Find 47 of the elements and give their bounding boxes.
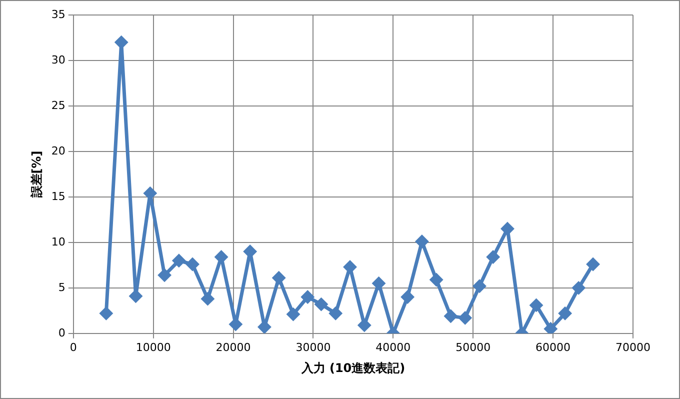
- point: [186, 258, 199, 271]
- x-tick-label: 70000: [616, 340, 650, 354]
- x-tick-label: 10000: [136, 340, 171, 354]
- y-tick-label: 20: [51, 144, 66, 158]
- point: [586, 258, 600, 271]
- y-tick-label: 5: [58, 280, 66, 294]
- x-tick-label: 20000: [216, 340, 251, 354]
- point: [401, 290, 414, 304]
- y-tick-label: 30: [51, 53, 66, 66]
- point: [172, 254, 186, 267]
- point: [314, 298, 328, 311]
- y-tick-label: 25: [51, 98, 66, 112]
- point: [444, 310, 457, 322]
- x-tick-label: 50000: [456, 340, 491, 354]
- point: [530, 298, 543, 312]
- x-tick-label: 60000: [536, 340, 571, 354]
- x-axis-title: 入力 (10進数表記): [300, 360, 406, 375]
- y-tick-label: 15: [51, 190, 66, 203]
- point: [301, 290, 314, 304]
- point: [458, 312, 472, 324]
- point: [501, 222, 514, 236]
- x-tick-label: 40000: [376, 340, 411, 354]
- point: [572, 282, 585, 294]
- point: [358, 318, 371, 332]
- point: [486, 250, 500, 264]
- point: [115, 36, 128, 49]
- y-tick-label: 35: [51, 8, 66, 21]
- point: [372, 277, 386, 290]
- point: [344, 260, 356, 274]
- point: [473, 280, 486, 292]
- y-tick-label: 10: [51, 235, 66, 248]
- point: [229, 318, 242, 331]
- point: [544, 322, 557, 334]
- y-axis-title: 誤差[%]: [29, 150, 44, 199]
- point: [430, 273, 443, 286]
- point: [100, 307, 112, 320]
- point: [272, 272, 286, 284]
- point: [158, 268, 171, 282]
- point: [130, 290, 142, 302]
- point: [416, 235, 428, 248]
- x-tick-label: 0: [70, 340, 77, 354]
- point: [558, 307, 572, 320]
- x-tick-label: 30000: [296, 340, 331, 354]
- point: [286, 308, 300, 321]
- y-tick-label: 0: [58, 326, 66, 340]
- point: [329, 307, 342, 320]
- point: [201, 292, 214, 306]
